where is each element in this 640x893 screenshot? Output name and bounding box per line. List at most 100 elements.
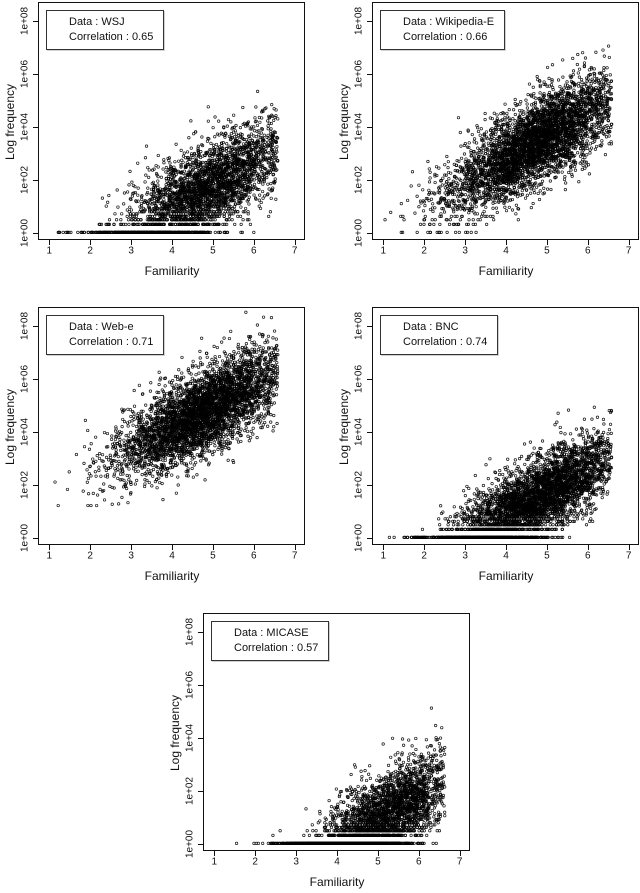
y-tick-mark <box>33 179 38 181</box>
y-tick-mark <box>33 378 38 380</box>
legend-dataset-label: Data : WSJ <box>69 16 125 28</box>
y-tick-mark <box>198 737 203 739</box>
legend-box: Data : BNC Correlation : 0.74 <box>380 315 499 355</box>
x-tick-label: 7 <box>456 856 463 868</box>
y-tick-label: 1e+02 <box>184 776 196 805</box>
x-tick-mark <box>587 545 589 550</box>
y-tick-mark <box>33 232 38 234</box>
y-tick-label: 1e+00 <box>184 829 196 858</box>
x-tick-label: 7 <box>291 245 298 257</box>
scatter-panel-web-e: Data : Web-e Correlation : 0.71 Familiar… <box>0 295 320 593</box>
plot-box: Data : Wikipedia-E Correlation : 0.66 <box>372 2 639 240</box>
scatter-panel-micase: Data : MICASE Correlation : 0.57 Familia… <box>160 595 480 893</box>
x-axis-title: Familiarity <box>478 264 534 278</box>
y-tick-mark <box>33 484 38 486</box>
plot-box: Data : WSJ Correlation : 0.65 <box>38 2 305 240</box>
y-tick-label: 1e+02 <box>353 470 365 499</box>
legend-correlation-label: Correlation : 0.65 <box>69 30 154 43</box>
y-tick-label: 1e+06 <box>184 670 196 699</box>
x-tick-label: 4 <box>503 245 509 257</box>
y-tick-mark <box>198 790 203 792</box>
x-tick-label: 3 <box>293 856 299 868</box>
y-tick-label: 1e+06 <box>353 364 365 393</box>
x-tick-label: 2 <box>421 550 427 562</box>
y-tick-mark <box>367 179 372 181</box>
legend-dataset-label: Data : MICASE <box>234 627 309 639</box>
plot-box: Data : BNC Correlation : 0.74 <box>372 307 639 545</box>
y-tick-mark <box>198 631 203 633</box>
y-tick-label: 1e+00 <box>19 523 31 552</box>
x-tick-label: 5 <box>210 245 216 257</box>
x-tick-label: 3 <box>462 245 468 257</box>
legend-correlation-label: Correlation : 0.66 <box>403 30 488 43</box>
y-tick-label: 1e+04 <box>184 723 196 752</box>
x-tick-mark <box>377 851 379 856</box>
y-tick-mark <box>33 20 38 22</box>
x-tick-mark <box>214 851 216 856</box>
x-tick-mark <box>49 545 51 550</box>
x-tick-mark <box>253 240 255 245</box>
legend-dataset-label: Data : Wikipedia-E <box>403 16 495 28</box>
y-tick-label: 1e+04 <box>353 417 365 446</box>
y-tick-label: 1e+00 <box>19 218 31 247</box>
x-tick-mark <box>172 240 173 245</box>
y-tick-mark <box>367 73 372 75</box>
x-tick-mark <box>296 851 298 856</box>
y-tick-mark <box>367 232 372 234</box>
x-tick-mark <box>506 240 507 245</box>
y-tick-mark <box>367 537 372 539</box>
x-tick-label: 7 <box>625 550 632 562</box>
y-tick-label: 1e+02 <box>353 165 365 194</box>
y-tick-label: 1e+06 <box>353 59 365 88</box>
y-tick-label: 1e+04 <box>19 112 31 141</box>
x-tick-label: 6 <box>416 856 422 868</box>
x-tick-label: 5 <box>544 245 550 257</box>
legend-box: Data : MICASE Correlation : 0.57 <box>211 621 330 661</box>
x-tick-mark <box>255 851 257 856</box>
y-tick-label: 1e+04 <box>353 112 365 141</box>
y-tick-label: 1e+08 <box>19 6 31 35</box>
y-tick-mark <box>198 684 203 686</box>
legend-dataset-label: Data : BNC <box>403 321 459 333</box>
x-tick-label: 2 <box>87 550 93 562</box>
x-tick-mark <box>253 545 255 550</box>
x-tick-mark <box>546 240 548 245</box>
x-axis-title: Familiarity <box>144 569 200 583</box>
x-tick-label: 2 <box>421 245 427 257</box>
x-tick-mark <box>212 240 214 245</box>
x-tick-label: 1 <box>46 550 53 562</box>
legend-correlation-label: Correlation : 0.74 <box>403 335 488 348</box>
x-tick-label: 1 <box>380 550 387 562</box>
y-axis-title: Log frequency <box>337 83 351 160</box>
y-tick-mark <box>33 325 38 327</box>
x-tick-mark <box>506 545 507 550</box>
x-tick-mark <box>418 851 420 856</box>
y-tick-mark <box>33 537 38 539</box>
x-tick-mark <box>172 545 173 550</box>
x-tick-mark <box>546 545 548 550</box>
y-tick-mark <box>367 126 372 128</box>
y-tick-label: 1e+02 <box>19 470 31 499</box>
x-tick-mark <box>628 545 630 550</box>
legend-box: Data : Web-e Correlation : 0.71 <box>46 315 165 355</box>
x-tick-label: 3 <box>462 550 468 562</box>
y-tick-mark <box>367 431 372 433</box>
y-tick-label: 1e+00 <box>353 218 365 247</box>
x-tick-mark <box>459 851 461 856</box>
y-tick-label: 1e+08 <box>19 311 31 340</box>
plot-box: Data : MICASE Correlation : 0.57 <box>203 613 470 851</box>
x-tick-label: 6 <box>251 550 257 562</box>
x-tick-label: 5 <box>544 550 550 562</box>
x-tick-mark <box>465 240 467 245</box>
x-tick-mark <box>131 545 133 550</box>
y-axis-title: Log frequency <box>3 388 17 465</box>
x-tick-mark <box>49 240 51 245</box>
x-tick-mark <box>424 545 426 550</box>
x-tick-label: 4 <box>503 550 509 562</box>
y-tick-label: 1e+04 <box>19 417 31 446</box>
x-tick-label: 2 <box>87 245 93 257</box>
y-tick-label: 1e+06 <box>19 364 31 393</box>
x-tick-label: 6 <box>585 245 591 257</box>
y-tick-mark <box>33 126 38 128</box>
